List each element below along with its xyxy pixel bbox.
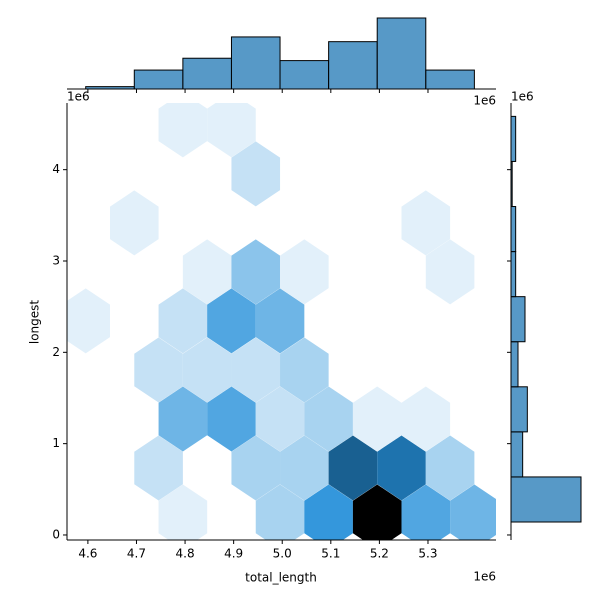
hexbin xyxy=(158,288,208,354)
hexbin xyxy=(207,386,256,452)
hexbin xyxy=(255,288,305,354)
hexbin xyxy=(231,435,281,501)
hexbin xyxy=(425,435,475,501)
hexbin xyxy=(182,337,232,403)
y-hist-bar xyxy=(510,115,517,162)
y-hist-bar xyxy=(510,476,582,523)
y-hist-bar xyxy=(510,431,524,478)
hexbin xyxy=(231,239,281,305)
x-hist-bar xyxy=(133,69,184,90)
hexbin xyxy=(328,435,378,501)
x-hist-bar xyxy=(376,17,427,90)
hexbin xyxy=(450,484,496,540)
x-hist-bar xyxy=(230,36,281,90)
x-tick-label: 5.1 xyxy=(321,547,340,561)
x-tick-label: 4.6 xyxy=(78,547,97,561)
hexbin xyxy=(280,435,329,501)
x-tick-label: 4.9 xyxy=(224,547,243,561)
hexbin xyxy=(401,190,451,256)
hexbin xyxy=(377,435,426,501)
hexbin xyxy=(304,386,353,452)
hexbin xyxy=(158,386,208,452)
hexbin xyxy=(134,337,183,403)
x-tick-label: 5.0 xyxy=(273,547,292,561)
x-axis-label: total_length xyxy=(245,571,317,585)
right-margin-offset-label: 1e6 xyxy=(511,90,534,104)
hexbin xyxy=(255,386,305,452)
hexbin xyxy=(109,190,159,256)
x-tick-label: 4.8 xyxy=(176,547,195,561)
hexbin-layer xyxy=(67,103,496,540)
y-tick-label: 1 xyxy=(52,436,60,450)
y-hist-bar xyxy=(510,206,517,253)
x-offset-label: 1e6 xyxy=(473,570,496,584)
hexbin xyxy=(401,386,451,452)
hexbin xyxy=(158,103,208,158)
hexbin xyxy=(352,484,402,540)
hexbin xyxy=(425,239,475,305)
x-hist-bar xyxy=(425,69,475,90)
hexbin xyxy=(401,484,451,540)
hexbin xyxy=(280,239,329,305)
hexbin xyxy=(207,103,256,158)
hexbin xyxy=(207,288,256,354)
x-hist-bar xyxy=(182,57,232,90)
hexbin xyxy=(352,386,402,452)
x-hist-bar xyxy=(328,41,378,90)
y-tick-label: 4 xyxy=(52,162,60,176)
y-axis-label: longest xyxy=(28,300,42,345)
y-tick-label: 3 xyxy=(52,253,60,267)
y-tick-label: 0 xyxy=(52,527,60,541)
y-hist-bar xyxy=(510,341,519,388)
hexbin xyxy=(231,337,281,403)
hexbin xyxy=(304,484,353,540)
top-margin-offset-label: 1e6 xyxy=(473,94,496,108)
y-hist-bar xyxy=(510,296,526,343)
x-tick-label: 5.3 xyxy=(418,547,437,561)
hexbin xyxy=(182,239,232,305)
hexbin xyxy=(67,288,111,354)
x-hist-bar xyxy=(279,60,330,90)
hexbin xyxy=(134,435,183,501)
y-tick-label: 2 xyxy=(52,345,60,359)
x-tick-label: 4.7 xyxy=(127,547,146,561)
x-hist-bar xyxy=(85,86,135,90)
y-hist-bar xyxy=(510,251,517,298)
y-hist-bar xyxy=(510,160,513,208)
y-offset-label: 1e6 xyxy=(67,90,90,104)
y-hist-bar xyxy=(510,386,528,433)
x-tick-label: 5.2 xyxy=(370,547,389,561)
hexbin xyxy=(280,337,329,403)
hexbin xyxy=(255,484,305,540)
hexbin xyxy=(231,141,281,207)
hexbin xyxy=(158,484,208,540)
